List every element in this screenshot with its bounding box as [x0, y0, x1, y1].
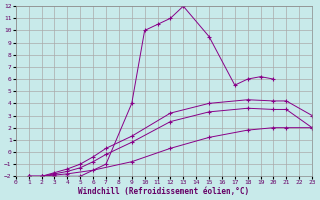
X-axis label: Windchill (Refroidissement éolien,°C): Windchill (Refroidissement éolien,°C)	[78, 187, 250, 196]
